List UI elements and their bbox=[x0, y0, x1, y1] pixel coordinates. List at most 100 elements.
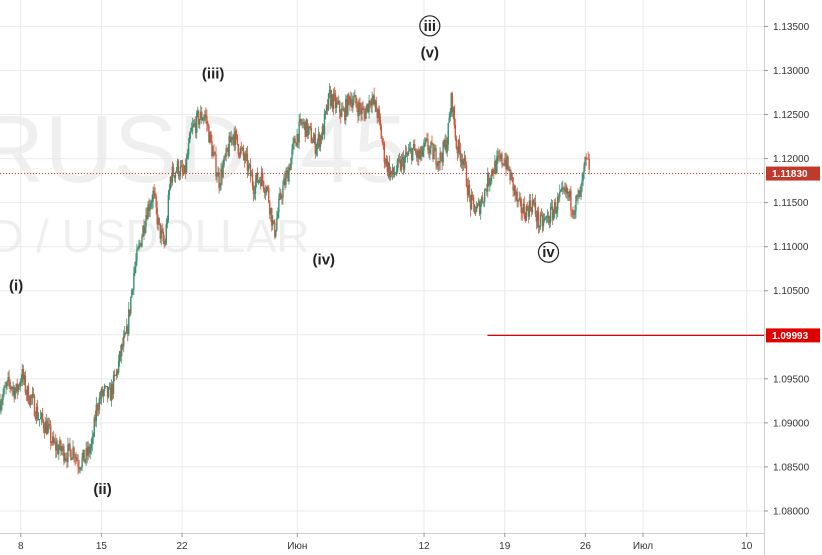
candle-body-408 bbox=[413, 144, 415, 149]
candle-body-409 bbox=[414, 144, 416, 151]
candle-body-320 bbox=[323, 114, 326, 135]
candle-body-477 bbox=[483, 201, 485, 203]
candle-body-83 bbox=[83, 449, 85, 463]
candle-body-321 bbox=[324, 111, 327, 115]
candle-body-485 bbox=[491, 169, 493, 178]
candle-body-395 bbox=[399, 159, 402, 170]
candle-body-436 bbox=[441, 158, 443, 163]
candle-body-429 bbox=[434, 148, 436, 151]
candle-body-132 bbox=[133, 272, 135, 290]
candle-body-529 bbox=[535, 214, 538, 222]
candle-body-295 bbox=[298, 121, 300, 143]
grid bbox=[0, 0, 764, 533]
candle-body-191 bbox=[192, 124, 195, 126]
candle-body-6 bbox=[5, 385, 7, 388]
candle-body-45 bbox=[44, 421, 47, 434]
candle-body-507 bbox=[513, 186, 515, 191]
candle-body-149 bbox=[150, 202, 152, 207]
candle-body-143 bbox=[144, 227, 146, 234]
candle-body-342 bbox=[346, 99, 348, 115]
candle-body-3 bbox=[2, 394, 4, 401]
candle-body-291 bbox=[294, 138, 296, 144]
candle-body-520 bbox=[526, 206, 529, 209]
candle-body-307 bbox=[310, 127, 313, 143]
candle-body-100 bbox=[100, 389, 103, 400]
candle-body-259 bbox=[261, 172, 264, 182]
candle-body-491 bbox=[497, 155, 499, 157]
candle-body-282 bbox=[285, 173, 287, 185]
candle-body-121 bbox=[122, 344, 124, 347]
candle-body-85 bbox=[85, 448, 87, 460]
candle-body-414 bbox=[419, 155, 421, 159]
price-axis[interactable]: 1.13500 1.13000 1.12500 1.12000 1.11500 1.110… bbox=[764, 0, 822, 555]
candle-body-239 bbox=[241, 147, 244, 149]
candle-body-537 bbox=[543, 218, 546, 220]
candle-body-391 bbox=[395, 171, 398, 174]
candle-body-127 bbox=[128, 309, 130, 334]
candle-body-527 bbox=[533, 202, 536, 204]
candle-body-243 bbox=[245, 153, 248, 155]
candle-body-216 bbox=[218, 172, 220, 188]
candle-body-553 bbox=[560, 190, 562, 192]
candle-body-166 bbox=[167, 194, 170, 221]
candle-body-461 bbox=[466, 186, 469, 196]
candle-body-150 bbox=[151, 201, 153, 203]
candle-body-169 bbox=[170, 177, 173, 183]
candle-body-555 bbox=[562, 187, 564, 189]
candle-body-577 bbox=[584, 156, 586, 165]
candle-body-541 bbox=[547, 215, 550, 223]
candle-body-319 bbox=[322, 125, 325, 135]
time-tick-label-7: Июл bbox=[633, 541, 653, 552]
candle-body-194 bbox=[196, 112, 198, 133]
candle-body-432 bbox=[437, 161, 439, 167]
candle-body-326 bbox=[329, 89, 332, 106]
candle-body-256 bbox=[258, 179, 261, 181]
candle-body-249 bbox=[251, 174, 254, 186]
candle-body-119 bbox=[119, 351, 122, 357]
candle-body-442 bbox=[447, 122, 449, 145]
candle-body-548 bbox=[555, 202, 557, 214]
candle-body-301 bbox=[304, 121, 306, 137]
time-axis[interactable]: 8 15 22 Июн 12 19 26 Июл 10 bbox=[0, 533, 764, 552]
candle-body-420 bbox=[425, 138, 427, 143]
candle-body-220 bbox=[222, 165, 224, 178]
candle-body-464 bbox=[469, 195, 472, 209]
candle-body-205 bbox=[207, 124, 209, 126]
candle-body-572 bbox=[579, 190, 581, 198]
candle-body-4 bbox=[3, 386, 5, 395]
candle-body-465 bbox=[470, 195, 473, 209]
candle-body-247 bbox=[249, 164, 252, 177]
candle-body-449 bbox=[454, 124, 457, 139]
candle-body-128 bbox=[129, 309, 131, 314]
candle-body-377 bbox=[381, 138, 383, 143]
candle-body-340 bbox=[344, 109, 346, 121]
candle-body-245 bbox=[247, 164, 250, 171]
candle-body-504 bbox=[510, 172, 512, 181]
candle-body-501 bbox=[507, 156, 509, 170]
candle-body-325 bbox=[328, 89, 331, 94]
candle-body-448 bbox=[453, 107, 455, 125]
candle-body-576 bbox=[583, 164, 585, 173]
price-tick-label-11: 1.08000 bbox=[773, 506, 810, 517]
candle-body-426 bbox=[431, 142, 433, 144]
candle-body-195 bbox=[197, 111, 199, 113]
candle-body-240 bbox=[242, 147, 245, 156]
candle-body-224 bbox=[226, 148, 228, 151]
candle-body-522 bbox=[528, 200, 531, 217]
candle-body-401 bbox=[405, 152, 408, 156]
time-tick-label-6: 26 bbox=[580, 541, 592, 552]
candle-body-357 bbox=[361, 107, 363, 114]
candle-body-460 bbox=[465, 165, 468, 187]
candle-body-162 bbox=[163, 240, 165, 245]
candle-body-159 bbox=[160, 229, 162, 239]
candle-body-514 bbox=[520, 199, 522, 213]
candle-body-273 bbox=[276, 218, 278, 231]
candle-body-559 bbox=[566, 186, 568, 194]
candle-body-494 bbox=[500, 154, 502, 159]
candle-body-193 bbox=[195, 123, 197, 133]
price-tick-label-9: 1.09000 bbox=[773, 418, 810, 429]
candle-body-305 bbox=[308, 126, 310, 129]
candle-body-105 bbox=[105, 385, 108, 387]
candle-body-422 bbox=[427, 139, 429, 151]
